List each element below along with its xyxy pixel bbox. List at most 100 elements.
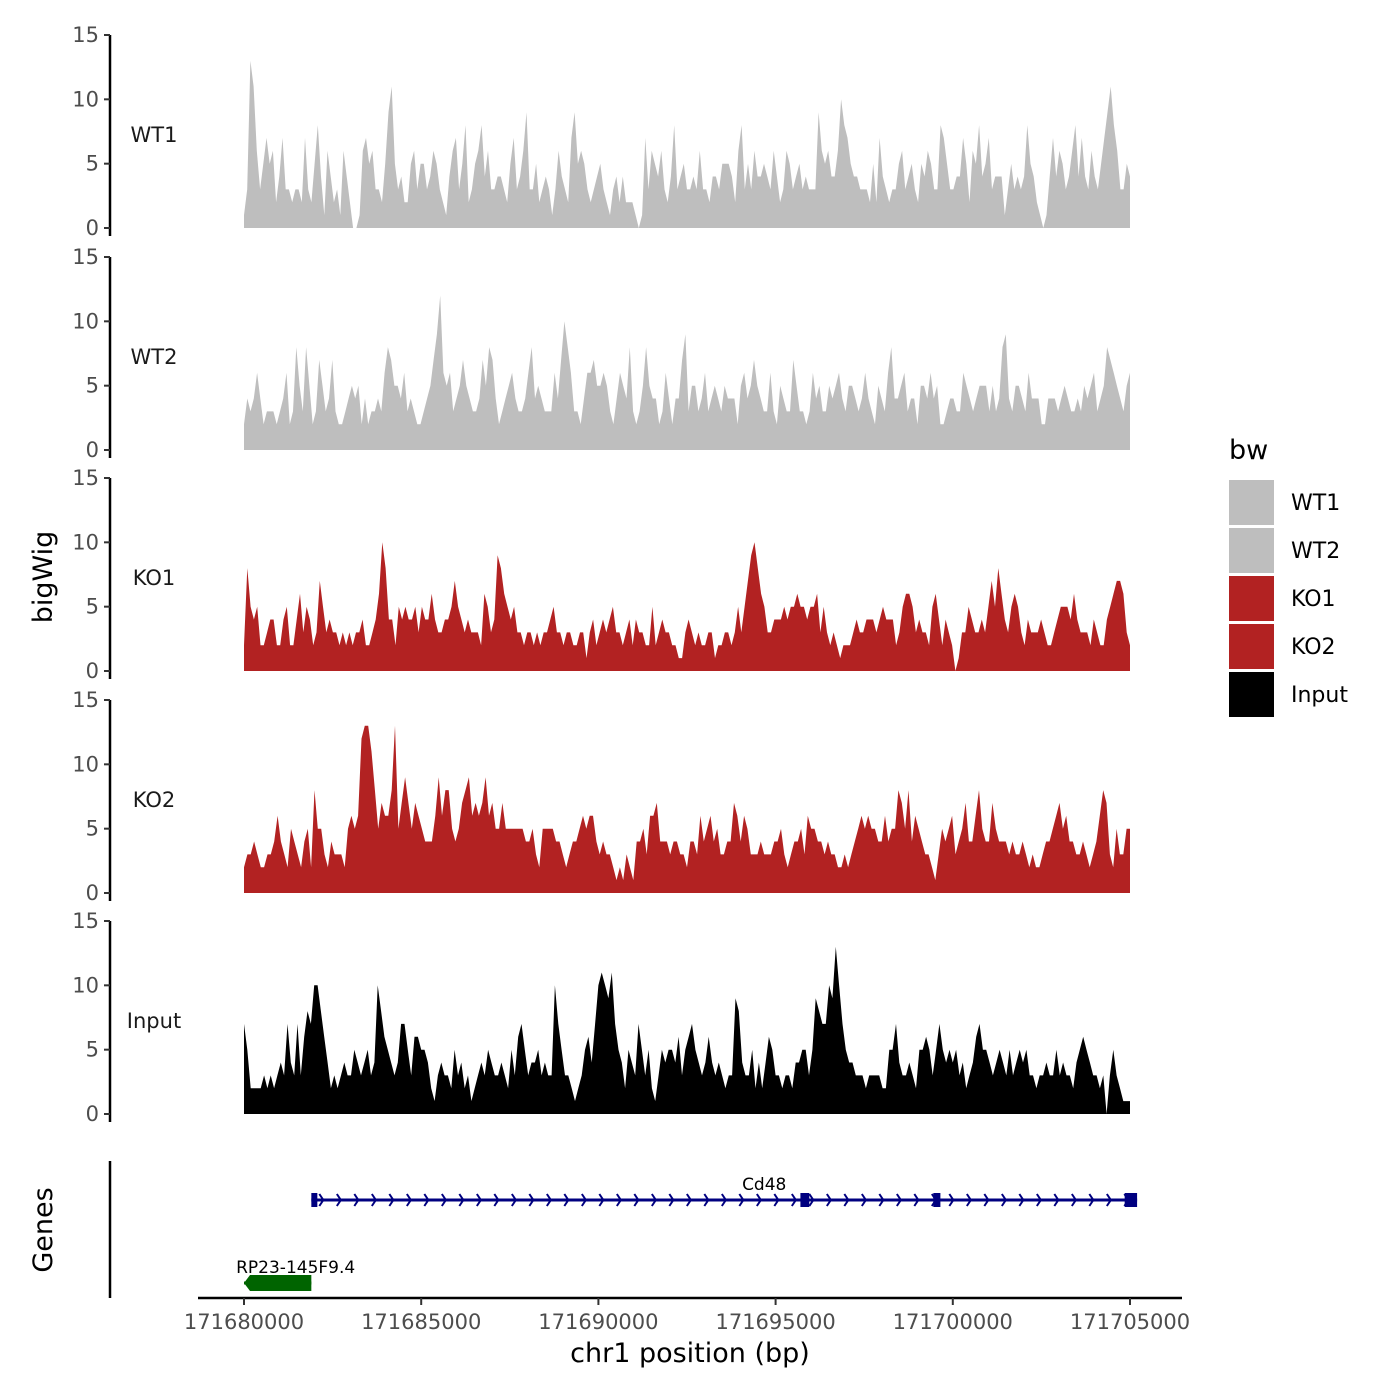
strand-arrow: [651, 1193, 658, 1207]
gene-cd48: Cd48: [311, 1175, 1138, 1207]
strand-arrow: [773, 1193, 780, 1207]
strand-arrow: [1001, 1193, 1008, 1207]
strand-arrow: [808, 1193, 815, 1207]
strand-arrow: [633, 1193, 640, 1207]
strand-arrow: [581, 1193, 588, 1207]
strand-arrow: [441, 1193, 448, 1207]
strand-arrow: [983, 1193, 990, 1207]
track-wt1: 0 5 10 15 WT1: [72, 23, 1130, 240]
y-tick-label: 15: [72, 245, 99, 269]
area-ko2: [244, 725, 1130, 893]
strand-arrow: [738, 1193, 745, 1207]
legend-label: KO2: [1291, 635, 1336, 660]
strand-arrow: [458, 1193, 465, 1207]
legend-swatch: [1229, 480, 1274, 525]
strand-arrow: [1106, 1193, 1113, 1207]
strand-arrow: [756, 1193, 763, 1207]
strand-arrow: [1071, 1193, 1078, 1207]
strand-arrow: [371, 1193, 378, 1207]
track-input: 0 5 10 15 Input: [72, 909, 1130, 1126]
x-axis-title: chr1 position (bp): [570, 1338, 810, 1369]
track-label: KO1: [133, 566, 176, 590]
exon: [244, 1275, 312, 1291]
strand-arrow: [1018, 1193, 1025, 1207]
y-tick-label: 15: [72, 688, 99, 712]
area-input: [244, 946, 1130, 1114]
strand-arrow: [1036, 1193, 1043, 1207]
x-tick-label: 171680000: [184, 1310, 304, 1334]
area-wt2: [244, 295, 1130, 450]
gene-label: Cd48: [742, 1175, 786, 1195]
legend: bw WT1 WT2 KO1 KO2 Input: [1229, 435, 1348, 717]
y-tick-label: 5: [86, 374, 99, 398]
y-tick-label: 0: [86, 438, 99, 462]
strand-arrow: [703, 1193, 710, 1207]
strand-arrow: [511, 1193, 518, 1207]
legend-label: Input: [1291, 683, 1348, 708]
track-label: Input: [127, 1009, 181, 1033]
x-tick-label: 171695000: [715, 1310, 835, 1334]
y-tick-label: 5: [86, 817, 99, 841]
strand-arrow: [896, 1193, 903, 1207]
legend-item-ko1: KO1: [1229, 576, 1336, 621]
strand-arrow: [966, 1193, 973, 1207]
legend-title: bw: [1229, 435, 1268, 466]
legend-item-wt1: WT1: [1229, 480, 1340, 525]
area-wt1: [244, 60, 1130, 229]
y-tick-label: 0: [86, 881, 99, 905]
strand-arrow: [913, 1193, 920, 1207]
y-tick-label: 5: [86, 152, 99, 176]
legend-item-ko2: KO2: [1229, 624, 1336, 669]
y-tick-label: 5: [86, 1038, 99, 1062]
x-tick-label: 171705000: [1070, 1310, 1190, 1334]
strand-arrow: [476, 1193, 483, 1207]
y-tick-label: 10: [72, 752, 99, 776]
strand-arrow: [878, 1193, 885, 1207]
strand-arrow: [826, 1193, 833, 1207]
strand-arrow: [686, 1193, 693, 1207]
strand-arrow: [843, 1193, 850, 1207]
exon: [311, 1193, 318, 1207]
y-tick-label: 15: [72, 23, 99, 47]
track-wt2: 0 5 10 15 WT2: [72, 245, 1130, 462]
legend-item-input: Input: [1229, 672, 1348, 717]
y-tick-label: 10: [72, 973, 99, 997]
gene-panel-title: Genes: [28, 1187, 59, 1272]
legend-swatch: [1229, 576, 1274, 621]
gene-label: RP23-145F9.4: [236, 1258, 355, 1278]
strand-arrow: [563, 1193, 570, 1207]
track-label: WT2: [131, 345, 178, 369]
y-tick-label: 0: [86, 216, 99, 240]
x-axis: 171680000 171685000 171690000 171695000 1717…: [184, 1296, 1190, 1334]
strand-arrow: [318, 1193, 325, 1207]
strand-arrow: [423, 1193, 430, 1207]
strand-arrow: [668, 1193, 675, 1207]
exon: [933, 1193, 941, 1207]
exon: [800, 1193, 810, 1207]
track-ko2: 0 5 10 15 KO2: [72, 688, 1130, 905]
x-tick-label: 171685000: [361, 1310, 481, 1334]
y-tick-label: 10: [72, 530, 99, 554]
track-label: KO2: [133, 788, 176, 812]
strand-arrow: [388, 1193, 395, 1207]
strand-arrow: [861, 1193, 868, 1207]
signal-tracks: 0 5 10 15 WT1 0 5 10 15 WT2 0 5 10 15 KO1 0 5 10 15 KO2 0 5 10…: [72, 23, 1130, 1126]
strand-arrow: [1053, 1193, 1060, 1207]
strand-arrow: [948, 1193, 955, 1207]
y-tick-label: 0: [86, 1102, 99, 1126]
y-tick-label: 15: [72, 909, 99, 933]
y-tick-label: 5: [86, 595, 99, 619]
y-tick-label: 10: [72, 87, 99, 111]
legend-swatch: [1229, 528, 1274, 573]
gene-rp23-145f9-4: RP23-145F9.4: [236, 1258, 355, 1291]
strand-arrow: [353, 1193, 360, 1207]
legend-label: WT1: [1291, 491, 1340, 516]
strand-arrow: [336, 1193, 343, 1207]
legend-swatch: [1229, 624, 1274, 669]
area-ko1: [244, 542, 1130, 671]
y-axis-title: bigWig: [28, 531, 59, 624]
strand-arrow: [546, 1193, 553, 1207]
strand-arrow: [721, 1193, 728, 1207]
strand-arrow: [791, 1193, 798, 1207]
